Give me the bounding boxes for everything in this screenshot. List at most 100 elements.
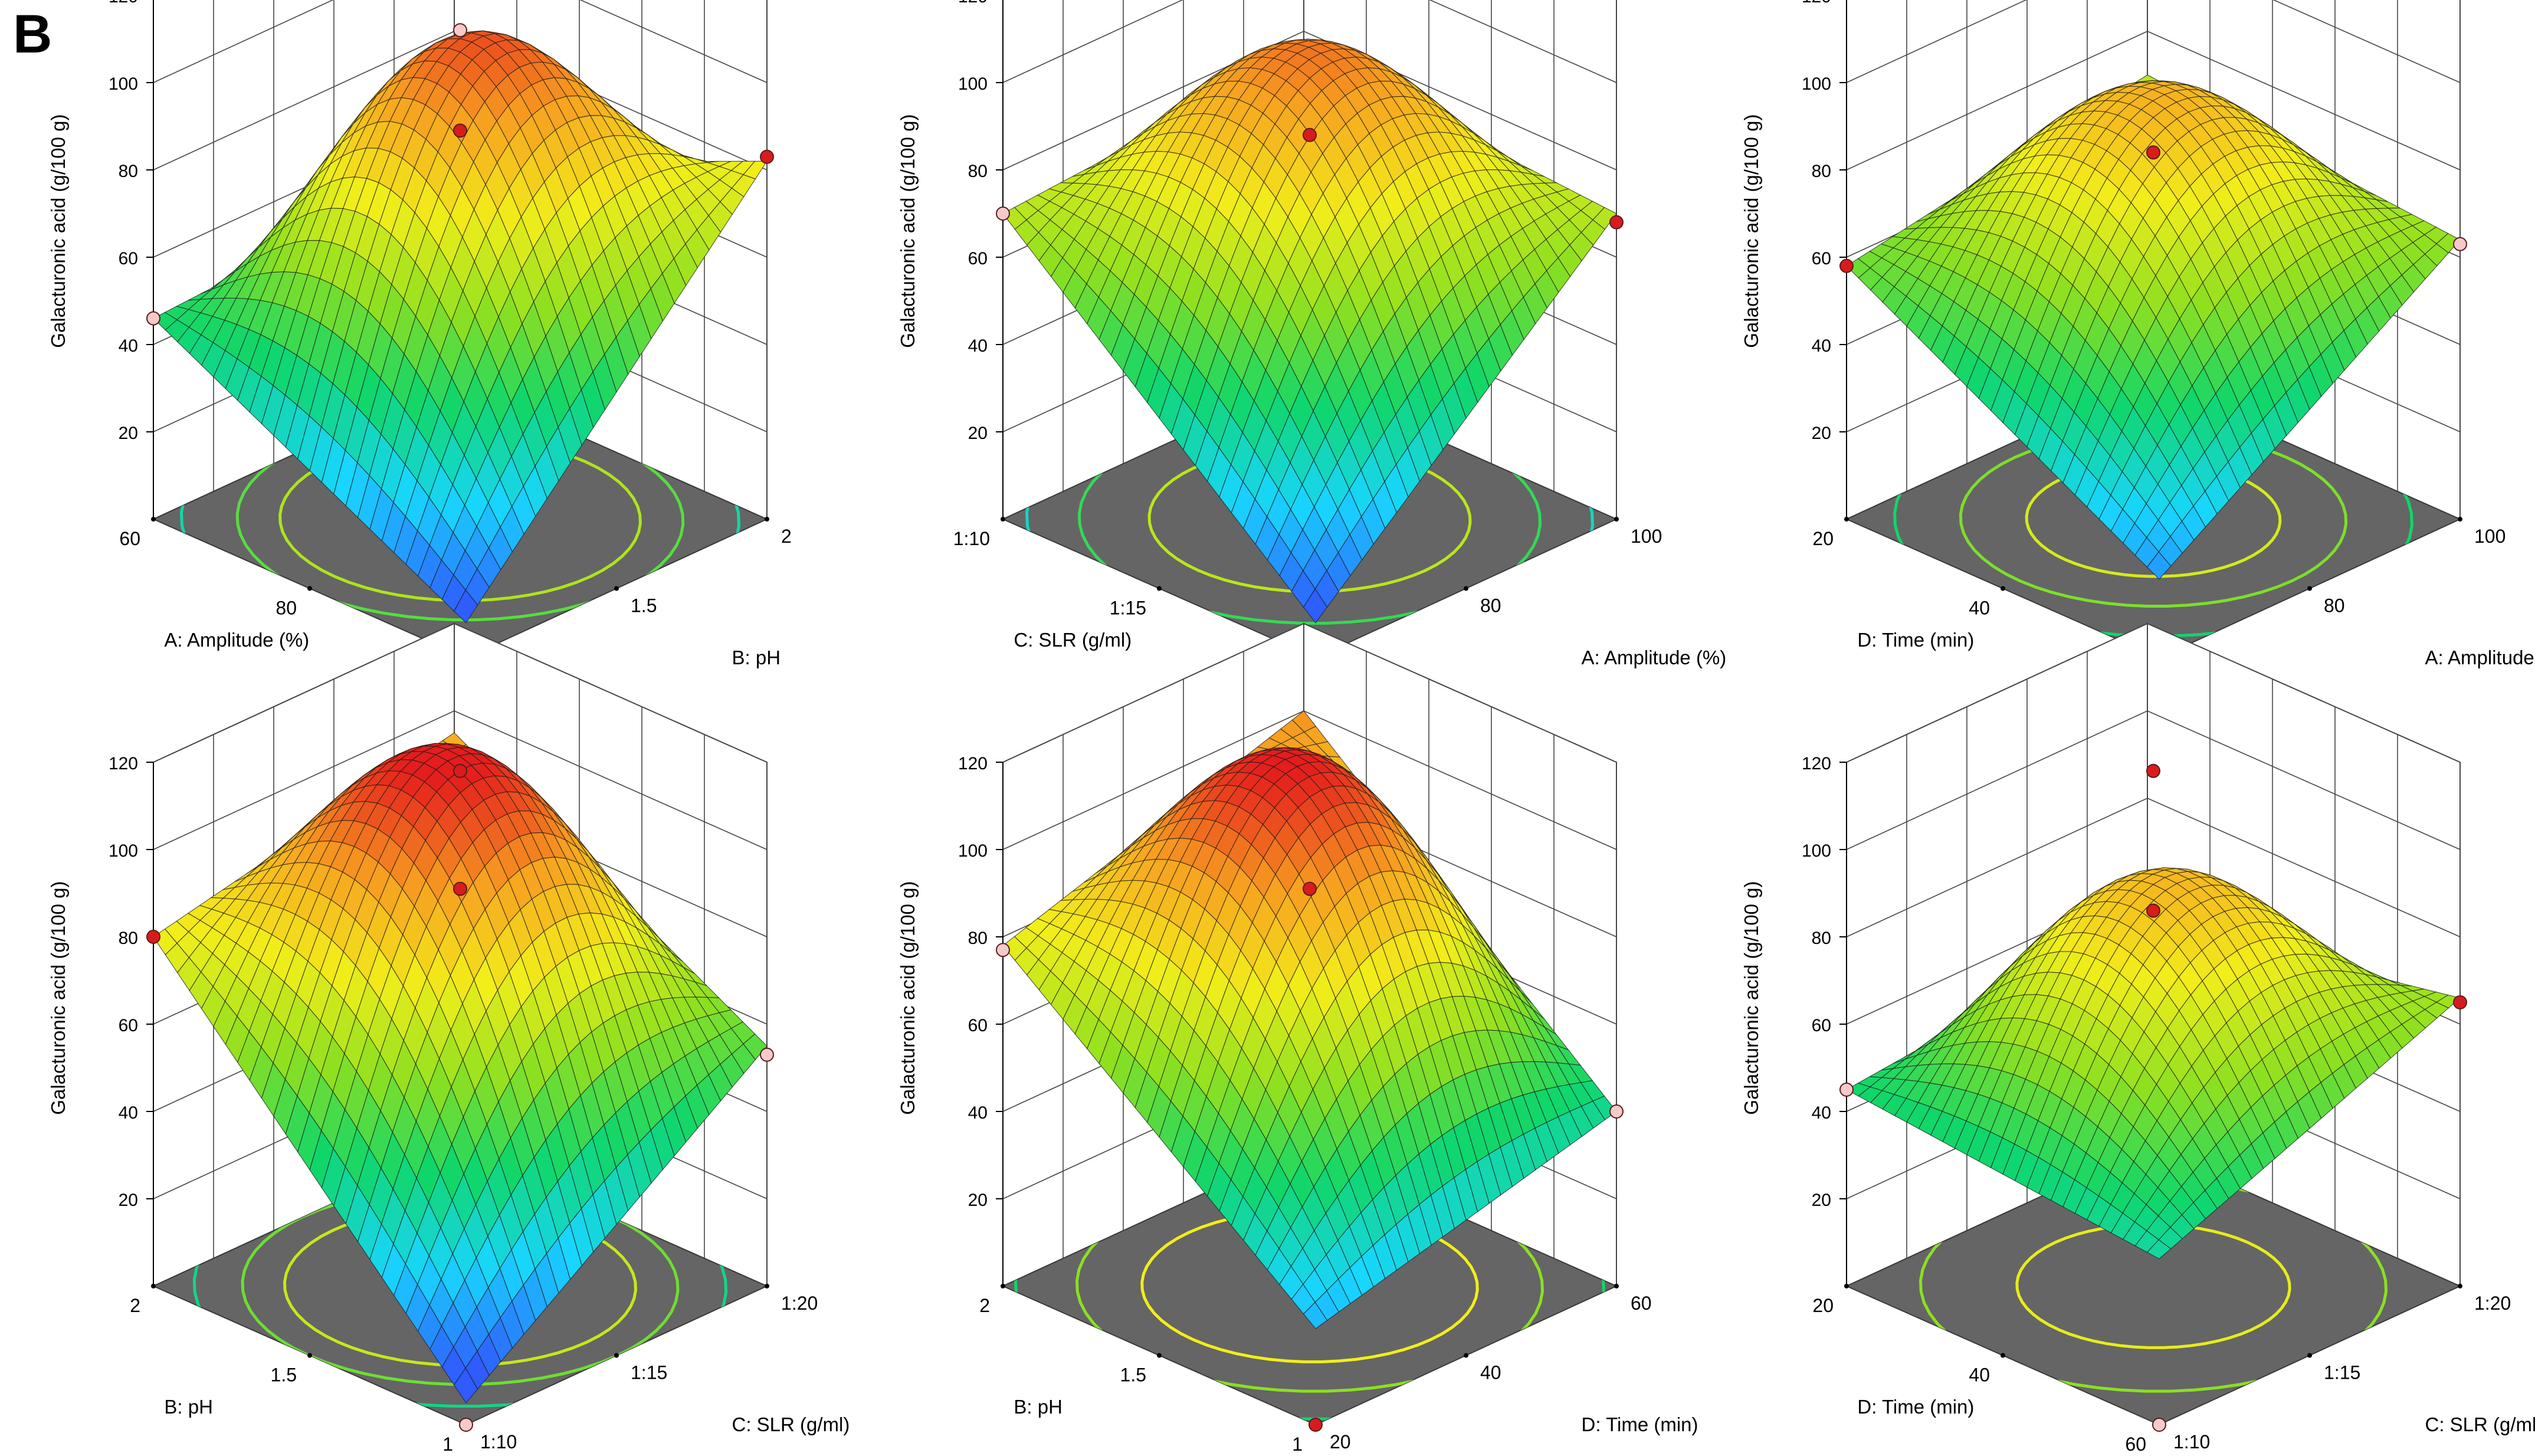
z-tick-label: 120 (1802, 0, 1831, 6)
right-axis-tick-label: 1.5 (631, 595, 657, 616)
left-axis-tick-mark (307, 586, 312, 591)
right-axis-tick-label: 1:10 (2173, 1431, 2210, 1452)
right-axis-label: D: Time (min) (1582, 1414, 1698, 1435)
right-axis-tick-mark (1614, 1284, 1619, 1288)
right-axis-tick-label: 1:15 (2324, 1362, 2360, 1383)
z-tick-label: 100 (1802, 74, 1831, 94)
surface-cell (1303, 588, 1328, 624)
right-axis-tick-label: 40 (1480, 1362, 1501, 1383)
left-axis-tick-label: 60 (119, 528, 140, 549)
left-axis-tick-mark (1157, 1353, 1162, 1358)
design-point (1309, 1418, 1323, 1432)
z-tick-label: 60 (119, 249, 138, 268)
left-axis-tick-label: 60 (2125, 1434, 2146, 1455)
design-point (760, 149, 774, 164)
z-axis-label: Galacturonic acid (g/100 g) (897, 881, 919, 1114)
surface-plot-4: 20 40 60 80 100 120 Galacturonic acid (g/100 g… (47, 622, 850, 1455)
panel-label: B (13, 4, 53, 64)
right-axis-tick-mark (1614, 517, 1619, 522)
right-axis-tick-label: 100 (2474, 526, 2506, 547)
right-axis-tick-mark (2307, 1353, 2312, 1358)
design-point (1303, 127, 1317, 142)
right-axis-tick-mark (2458, 517, 2462, 522)
wall-gridline (1002, 0, 1617, 83)
design-point (1839, 258, 1854, 273)
z-tick-label: 40 (968, 336, 988, 356)
left-axis-tick-label: 1 (1292, 1434, 1303, 1455)
design-point (459, 1418, 473, 1432)
right-axis-tick-label: 100 (1631, 526, 1662, 547)
left-axis-tick-label: 1 (442, 1434, 453, 1455)
z-axis-label: Galacturonic acid (g/100 g) (47, 114, 69, 347)
z-tick-label: 120 (109, 754, 138, 773)
design-point (453, 123, 467, 138)
z-axis-label: Galacturonic acid (g/100 g) (1740, 881, 1762, 1114)
design-point (2453, 237, 2467, 251)
design-point (2146, 763, 2160, 778)
surface-plot-3: 20 40 60 80 100 120 Galacturonic acid (g/100 g… (1740, 0, 2535, 688)
right-axis-label: A: Amplitude (%) (2425, 647, 2535, 668)
z-axis-label: Galacturonic acid (g/100 g) (1740, 114, 1762, 347)
right-axis-tick-mark (1464, 586, 1468, 591)
left-axis-label: C: SLR (g/ml) (1014, 629, 1132, 651)
z-tick-label: 120 (958, 0, 988, 6)
left-axis-label: D: Time (min) (1857, 1396, 1974, 1418)
z-tick-label: 80 (119, 162, 138, 181)
z-tick-label: 100 (958, 841, 988, 861)
right-axis-tick-label: 1:20 (781, 1293, 818, 1314)
left-axis-tick-mark (307, 1353, 312, 1358)
right-axis-label: C: SLR (g/ml) (2425, 1414, 2535, 1435)
z-tick-label: 120 (958, 754, 988, 773)
right-axis-tick-mark (2307, 586, 2312, 591)
left-axis-tick-label: 80 (276, 598, 297, 619)
z-tick-label: 100 (109, 841, 138, 861)
z-tick-label: 60 (968, 1016, 988, 1035)
right-axis-tick-label: 1:15 (631, 1362, 667, 1383)
right-axis-label: A: Amplitude (%) (1582, 647, 1727, 668)
z-tick-label: 120 (109, 0, 138, 6)
surface-plot-6: 20 40 60 80 100 120 Galacturonic acid (g/100 g… (1740, 622, 2535, 1455)
design-point (2152, 1418, 2166, 1432)
z-tick-label: 40 (119, 336, 138, 356)
right-axis-tick-mark (614, 1353, 619, 1358)
z-tick-label: 80 (1812, 162, 1831, 181)
z-tick-label: 60 (1812, 249, 1831, 268)
z-tick-label: 120 (1802, 754, 1831, 773)
z-tick-label: 80 (968, 929, 988, 948)
left-axis-tick-mark (1844, 517, 1849, 522)
left-axis-label: B: pH (1014, 1396, 1062, 1418)
z-axis-label: Galacturonic acid (g/100 g) (47, 881, 69, 1114)
design-point (996, 206, 1010, 221)
left-axis-label: B: pH (164, 1396, 213, 1418)
left-axis-tick-mark (151, 517, 156, 522)
left-axis-tick-mark (1844, 1284, 1849, 1288)
left-axis-tick-label: 40 (1969, 598, 1990, 619)
left-axis-tick-label: 20 (1812, 1295, 1834, 1316)
response-surface (1846, 74, 2461, 580)
design-point (146, 311, 160, 326)
right-axis-tick-label: 1:10 (480, 1431, 517, 1452)
design-point (1609, 1104, 1624, 1119)
z-tick-label: 60 (119, 1016, 138, 1035)
design-point (1303, 881, 1317, 896)
design-point (453, 23, 467, 38)
z-tick-label: 60 (1812, 1016, 1831, 1035)
left-axis-tick-label: 1.5 (1120, 1365, 1146, 1386)
design-point (1609, 215, 1624, 229)
right-axis-label: B: pH (732, 647, 781, 668)
wall-gridline (1846, 0, 2461, 83)
surface-plot-2: 20 40 60 80 100 120 Galacturonic acid (g/100 g… (897, 0, 1726, 688)
right-axis-tick-label: 80 (2324, 595, 2345, 616)
response-surface (153, 30, 768, 624)
left-axis-tick-label: 2 (130, 1295, 140, 1316)
design-point (760, 1047, 774, 1062)
z-tick-label: 40 (1812, 336, 1831, 356)
response-surface (1002, 38, 1617, 624)
surface-plot-1: 20 40 60 80 100 120 Galacturonic acid (g/100 g… (47, 0, 792, 688)
z-tick-label: 80 (1812, 929, 1831, 948)
z-tick-label: 100 (109, 74, 138, 94)
z-tick-label: 20 (119, 424, 138, 443)
design-point (2146, 903, 2160, 918)
left-axis-tick-label: 40 (1969, 1365, 1990, 1386)
